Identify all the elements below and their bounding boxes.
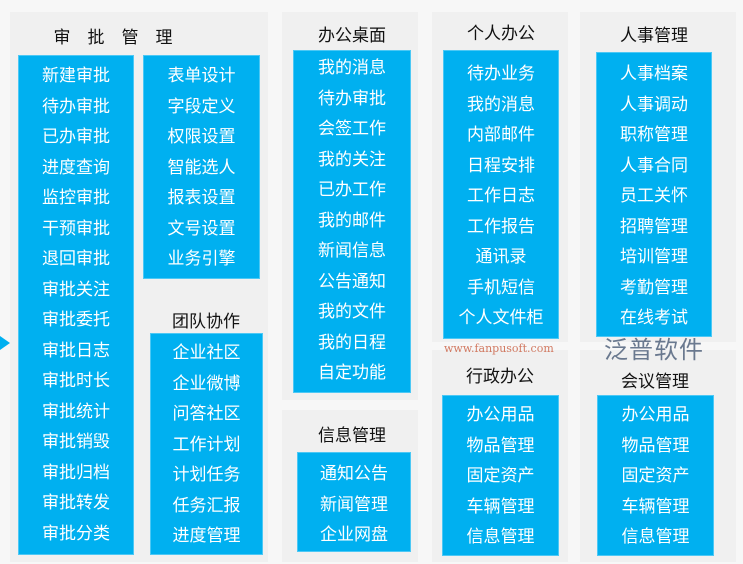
menu-item[interactable]: 表单设计 [167, 66, 236, 86]
admin-title: 行政办公 [466, 367, 534, 387]
team-list: 企业社区企业微博问答社区工作计划计划任务任务汇报进度管理 [150, 333, 263, 555]
menu-item[interactable]: 审批销毁 [42, 432, 110, 452]
menu-item[interactable]: 新闻信息 [318, 241, 386, 261]
menu-item[interactable]: 考勤管理 [620, 277, 688, 298]
menu-item[interactable]: 个人文件柜 [458, 308, 544, 328]
info-title: 信息管理 [318, 426, 386, 446]
menu-item[interactable]: 我的关注 [318, 149, 386, 170]
approval-config-list: 表单设计字段定义权限设置智能选人报表设置文号设置业务引擎 [143, 55, 260, 279]
menu-item[interactable]: 企业社区 [172, 343, 241, 363]
menu-item[interactable]: 智能选人 [167, 157, 236, 178]
menu-item[interactable]: 自定功能 [318, 363, 386, 383]
menu-item[interactable]: 企业微博 [172, 373, 241, 394]
menu-item[interactable]: 我的邮件 [318, 210, 386, 231]
menu-item[interactable]: 新建审批 [42, 66, 110, 86]
menu-item[interactable]: 审批关注 [42, 279, 110, 300]
menu-item[interactable]: 计划任务 [172, 465, 241, 485]
menu-item[interactable]: 办公用品 [621, 405, 690, 425]
menu-item[interactable]: 通讯录 [475, 247, 527, 267]
menu-item[interactable]: 干预审批 [42, 218, 110, 239]
team-title: 团队协作 [172, 312, 240, 332]
menu-item[interactable]: 日程安排 [467, 155, 535, 176]
menu-item[interactable]: 审批分类 [42, 523, 110, 544]
approval-list: 新建审批待办审批已办审批进度查询监控审批干预审批退回审批审批关注审批委托审批日志… [18, 55, 134, 555]
watermark-url: www.fanpusoft.com [444, 342, 554, 355]
menu-item[interactable]: 监控审批 [42, 188, 110, 208]
menu-item[interactable]: 审批日志 [42, 340, 110, 361]
menu-item[interactable]: 审批委托 [42, 310, 110, 330]
menu-item[interactable]: 车辆管理 [621, 496, 690, 517]
info-list: 通知公告新闻管理企业网盘 [297, 452, 411, 552]
menu-item[interactable]: 我的文件 [318, 302, 386, 322]
menu-item[interactable]: 固定资产 [621, 466, 690, 486]
hr-title: 人事管理 [620, 26, 688, 46]
watermark-cn: 泛普软件 [604, 336, 704, 364]
menu-item[interactable]: 退回审批 [42, 249, 110, 269]
menu-item[interactable]: 信息管理 [621, 527, 690, 547]
menu-item[interactable]: 信息管理 [466, 527, 535, 547]
menu-item[interactable]: 待办业务 [467, 64, 535, 84]
menu-item[interactable]: 我的消息 [318, 58, 386, 78]
meeting-title: 会议管理 [621, 372, 689, 392]
menu-item[interactable]: 培训管理 [620, 247, 688, 267]
menu-item[interactable]: 通知公告 [320, 464, 388, 484]
menu-item[interactable]: 待办审批 [318, 88, 386, 109]
menu-item[interactable]: 权限设置 [167, 127, 236, 147]
menu-item[interactable]: 企业网盘 [320, 525, 388, 545]
personal-title: 个人办公 [467, 24, 535, 44]
menu-item[interactable]: 工作日志 [467, 186, 535, 206]
menu-item[interactable]: 职称管理 [620, 125, 688, 145]
menu-item[interactable]: 手机短信 [467, 277, 535, 298]
menu-item[interactable]: 进度管理 [172, 526, 241, 546]
menu-item[interactable]: 办公用品 [466, 405, 535, 425]
arrow-right-icon [0, 336, 10, 350]
menu-item[interactable]: 我的消息 [467, 94, 535, 115]
menu-item[interactable]: 物品管理 [466, 435, 535, 456]
menu-item[interactable]: 字段定义 [167, 96, 236, 117]
menu-item[interactable]: 新闻管理 [320, 494, 388, 515]
menu-item[interactable]: 车辆管理 [466, 496, 535, 517]
menu-item[interactable]: 内部邮件 [467, 125, 535, 145]
menu-item[interactable]: 会签工作 [318, 119, 386, 139]
admin-list: 办公用品物品管理固定资产车辆管理信息管理 [442, 395, 559, 556]
menu-item[interactable]: 固定资产 [466, 466, 535, 486]
menu-item[interactable]: 我的日程 [318, 332, 386, 353]
desktop-list: 我的消息待办审批会签工作我的关注已办工作我的邮件新闻信息公告通知我的文件我的日程… [293, 50, 411, 393]
menu-item[interactable]: 任务汇报 [172, 495, 241, 516]
menu-item[interactable]: 报表设置 [167, 188, 236, 208]
menu-item[interactable]: 审批转发 [42, 493, 110, 513]
menu-item[interactable]: 问答社区 [172, 404, 241, 424]
desktop-title: 办公桌面 [318, 26, 386, 46]
approval-title: 审 批 管 理 [53, 28, 173, 48]
menu-item[interactable]: 审批时长 [42, 371, 110, 391]
menu-item[interactable]: 物品管理 [621, 435, 690, 456]
menu-item[interactable]: 在线考试 [620, 308, 688, 328]
hr-list: 人事档案人事调动职称管理人事合同员工关怀招聘管理培训管理考勤管理在线考试 [596, 52, 712, 337]
menu-item[interactable]: 审批归档 [42, 462, 110, 483]
menu-item[interactable]: 进度查询 [42, 157, 110, 178]
menu-item[interactable]: 人事调动 [620, 94, 688, 115]
menu-item[interactable]: 已办工作 [318, 180, 386, 200]
menu-item[interactable]: 工作计划 [172, 434, 241, 455]
menu-item[interactable]: 员工关怀 [620, 186, 688, 206]
menu-item[interactable]: 招聘管理 [620, 216, 688, 237]
menu-item[interactable]: 公告通知 [318, 271, 386, 292]
menu-item[interactable]: 待办审批 [42, 96, 110, 117]
menu-item[interactable]: 人事档案 [620, 64, 688, 84]
meeting-list: 办公用品物品管理固定资产车辆管理信息管理 [597, 395, 714, 556]
personal-list: 待办业务我的消息内部邮件日程安排工作日志工作报告通讯录手机短信个人文件柜 [443, 50, 559, 339]
menu-item[interactable]: 已办审批 [42, 127, 110, 147]
menu-item[interactable]: 审批统计 [42, 401, 110, 422]
menu-item[interactable]: 工作报告 [467, 216, 535, 237]
menu-item[interactable]: 业务引擎 [167, 249, 236, 269]
menu-item[interactable]: 文号设置 [167, 218, 236, 239]
menu-item[interactable]: 人事合同 [620, 155, 688, 176]
